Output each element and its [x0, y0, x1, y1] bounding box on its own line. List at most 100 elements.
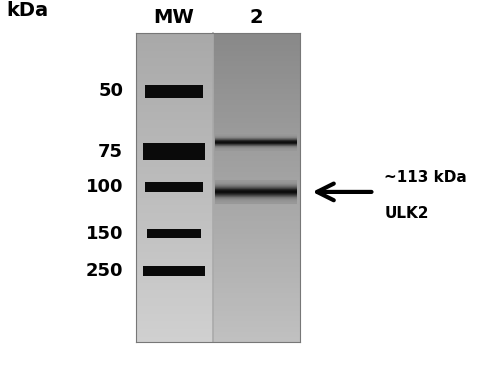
Bar — [136, 159, 212, 161]
Bar — [136, 190, 212, 193]
Bar — [144, 143, 205, 160]
Bar — [212, 66, 300, 69]
Bar — [212, 334, 300, 337]
Bar — [212, 45, 300, 48]
Bar — [212, 94, 300, 97]
Bar — [212, 216, 300, 218]
Bar — [136, 260, 212, 262]
Bar — [136, 141, 212, 143]
Bar — [136, 229, 212, 231]
Bar — [136, 213, 212, 216]
Bar — [136, 177, 212, 180]
Text: kDa: kDa — [6, 1, 48, 20]
Bar — [136, 115, 212, 117]
Bar — [136, 100, 212, 102]
Bar — [212, 277, 300, 280]
Bar — [212, 193, 300, 195]
Bar — [212, 252, 300, 254]
Bar — [136, 128, 212, 130]
Bar — [212, 283, 300, 285]
Bar — [136, 92, 212, 94]
Bar — [136, 182, 212, 185]
Bar — [212, 87, 300, 89]
Text: 2: 2 — [250, 8, 263, 27]
Bar — [136, 306, 212, 309]
Bar — [136, 321, 212, 324]
Bar — [136, 273, 212, 275]
Bar — [212, 33, 300, 35]
Bar — [212, 265, 300, 267]
Bar — [212, 115, 300, 117]
Bar — [136, 285, 212, 288]
Bar — [212, 260, 300, 262]
Bar — [136, 270, 212, 273]
Bar — [136, 35, 212, 38]
Bar — [212, 321, 300, 324]
Bar — [212, 213, 300, 216]
Bar — [136, 151, 212, 154]
Bar — [212, 309, 300, 311]
Bar — [212, 247, 300, 249]
Bar — [136, 195, 212, 197]
Bar — [212, 329, 300, 332]
Bar — [136, 120, 212, 123]
Bar — [136, 208, 212, 210]
Bar — [212, 267, 300, 270]
Bar — [136, 97, 212, 100]
Bar — [212, 117, 300, 120]
Bar — [136, 38, 212, 40]
Bar — [212, 100, 300, 102]
Bar — [136, 247, 212, 249]
Bar — [136, 48, 212, 50]
Bar — [136, 84, 212, 87]
Bar — [212, 40, 300, 43]
Bar — [212, 285, 300, 288]
Bar — [212, 107, 300, 110]
Bar — [136, 280, 212, 283]
Bar — [212, 273, 300, 275]
Text: ~113 kDa: ~113 kDa — [384, 170, 467, 185]
Bar — [212, 270, 300, 273]
Bar — [136, 327, 212, 329]
Bar — [136, 69, 212, 71]
Bar — [212, 123, 300, 125]
Bar — [136, 257, 212, 260]
Bar — [136, 45, 212, 48]
Bar — [212, 105, 300, 107]
Bar — [136, 40, 212, 43]
Bar — [212, 234, 300, 236]
Bar — [212, 154, 300, 156]
Bar — [136, 61, 212, 63]
Bar — [136, 311, 212, 314]
Bar — [212, 156, 300, 159]
Bar — [136, 87, 212, 89]
Bar — [212, 185, 300, 187]
Bar — [136, 138, 212, 141]
Bar — [212, 223, 300, 226]
Bar — [136, 161, 212, 164]
Bar — [212, 81, 300, 84]
Bar — [136, 58, 212, 61]
Bar — [212, 151, 300, 154]
Bar — [136, 303, 212, 306]
Bar — [212, 77, 300, 79]
Bar — [136, 319, 212, 321]
Bar — [136, 149, 212, 151]
Bar — [136, 74, 212, 77]
Bar — [136, 172, 212, 174]
Bar — [136, 267, 212, 270]
Bar — [212, 63, 300, 66]
Bar — [136, 234, 212, 236]
Bar — [212, 102, 300, 105]
Bar — [136, 110, 212, 113]
Bar — [212, 149, 300, 151]
Bar — [212, 324, 300, 327]
Bar — [212, 280, 300, 283]
Text: 100: 100 — [86, 178, 123, 196]
Text: 150: 150 — [86, 225, 123, 243]
Bar — [144, 266, 205, 276]
Bar — [212, 61, 300, 63]
Bar — [136, 216, 212, 218]
Bar — [212, 180, 300, 182]
Bar — [136, 169, 212, 172]
